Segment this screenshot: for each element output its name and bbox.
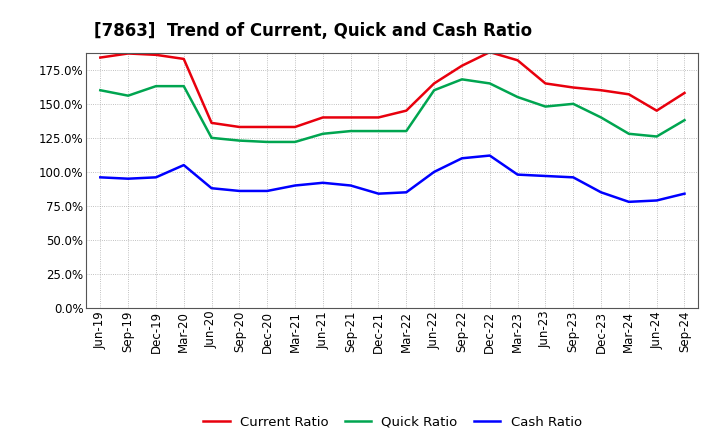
Current Ratio	[374, 115, 383, 120]
Line: Current Ratio: Current Ratio	[100, 52, 685, 127]
Current Ratio	[346, 115, 355, 120]
Current Ratio	[624, 92, 633, 97]
Cash Ratio	[346, 183, 355, 188]
Current Ratio	[235, 125, 243, 130]
Cash Ratio	[430, 169, 438, 175]
Quick Ratio	[430, 88, 438, 93]
Cash Ratio	[96, 175, 104, 180]
Quick Ratio	[235, 138, 243, 143]
Cash Ratio	[402, 190, 410, 195]
Current Ratio	[597, 88, 606, 93]
Cash Ratio	[179, 162, 188, 168]
Cash Ratio	[513, 172, 522, 177]
Current Ratio	[430, 81, 438, 86]
Quick Ratio	[152, 84, 161, 89]
Cash Ratio	[485, 153, 494, 158]
Cash Ratio	[318, 180, 327, 185]
Current Ratio	[458, 63, 467, 68]
Quick Ratio	[624, 131, 633, 136]
Current Ratio	[402, 108, 410, 113]
Quick Ratio	[374, 128, 383, 134]
Current Ratio	[124, 51, 132, 56]
Cash Ratio	[569, 175, 577, 180]
Quick Ratio	[569, 101, 577, 106]
Cash Ratio	[652, 198, 661, 203]
Quick Ratio	[402, 128, 410, 134]
Quick Ratio	[485, 81, 494, 86]
Quick Ratio	[318, 131, 327, 136]
Current Ratio	[96, 55, 104, 60]
Quick Ratio	[346, 128, 355, 134]
Current Ratio	[680, 90, 689, 95]
Current Ratio	[513, 58, 522, 63]
Cash Ratio	[207, 186, 216, 191]
Quick Ratio	[124, 93, 132, 98]
Current Ratio	[541, 81, 550, 86]
Cash Ratio	[263, 188, 271, 194]
Text: [7863]  Trend of Current, Quick and Cash Ratio: [7863] Trend of Current, Quick and Cash …	[94, 22, 532, 40]
Cash Ratio	[152, 175, 161, 180]
Cash Ratio	[291, 183, 300, 188]
Current Ratio	[485, 49, 494, 55]
Cash Ratio	[235, 188, 243, 194]
Current Ratio	[207, 120, 216, 125]
Current Ratio	[152, 52, 161, 58]
Quick Ratio	[597, 115, 606, 120]
Cash Ratio	[541, 173, 550, 179]
Quick Ratio	[291, 139, 300, 145]
Quick Ratio	[680, 117, 689, 123]
Current Ratio	[291, 125, 300, 130]
Cash Ratio	[624, 199, 633, 205]
Cash Ratio	[374, 191, 383, 196]
Current Ratio	[318, 115, 327, 120]
Current Ratio	[652, 108, 661, 113]
Quick Ratio	[513, 95, 522, 100]
Quick Ratio	[179, 84, 188, 89]
Current Ratio	[263, 125, 271, 130]
Cash Ratio	[458, 156, 467, 161]
Cash Ratio	[597, 190, 606, 195]
Quick Ratio	[207, 135, 216, 140]
Legend: Current Ratio, Quick Ratio, Cash Ratio: Current Ratio, Quick Ratio, Cash Ratio	[198, 411, 587, 434]
Quick Ratio	[541, 104, 550, 109]
Line: Quick Ratio: Quick Ratio	[100, 79, 685, 142]
Quick Ratio	[458, 77, 467, 82]
Current Ratio	[569, 85, 577, 90]
Quick Ratio	[263, 139, 271, 145]
Quick Ratio	[652, 134, 661, 139]
Current Ratio	[179, 56, 188, 62]
Line: Cash Ratio: Cash Ratio	[100, 156, 685, 202]
Cash Ratio	[680, 191, 689, 196]
Quick Ratio	[96, 88, 104, 93]
Cash Ratio	[124, 176, 132, 181]
